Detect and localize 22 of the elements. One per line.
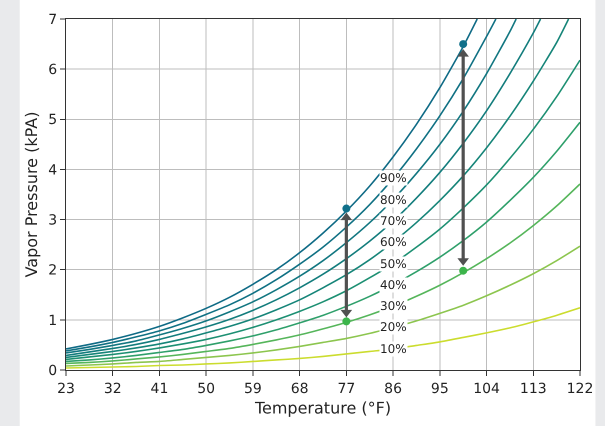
x-tick-label: 23 (57, 380, 75, 397)
x-tick-label: 122 (566, 380, 594, 397)
y-tick-label: 2 (48, 262, 58, 279)
y-tick-label: 1 (48, 312, 58, 329)
y-tick-label: 7 (48, 12, 58, 28)
x-tick-label: 50 (197, 380, 216, 397)
x-tick-label: 77 (337, 380, 356, 397)
x-tick-label: 68 (290, 380, 309, 397)
y-axis-title: Vapor Pressure (kPA) (22, 112, 42, 278)
x-tick-label: 59 (244, 380, 262, 397)
x-tick-label: 113 (520, 380, 547, 397)
y-tick-label: 4 (48, 162, 58, 178)
x-tick-label: 104 (473, 380, 500, 397)
x-tick-label: 41 (150, 380, 168, 397)
x-axis-title: Temperature (°F) (254, 398, 392, 418)
y-tick-label: 0 (48, 362, 58, 379)
x-tick-label: 95 (430, 380, 449, 397)
x-tick-label: 32 (104, 380, 122, 397)
y-tick-label: 6 (48, 62, 58, 78)
y-tick-label: 5 (48, 112, 58, 128)
x-tick-label: 86 (384, 380, 402, 397)
y-tick-label: 3 (48, 212, 58, 228)
